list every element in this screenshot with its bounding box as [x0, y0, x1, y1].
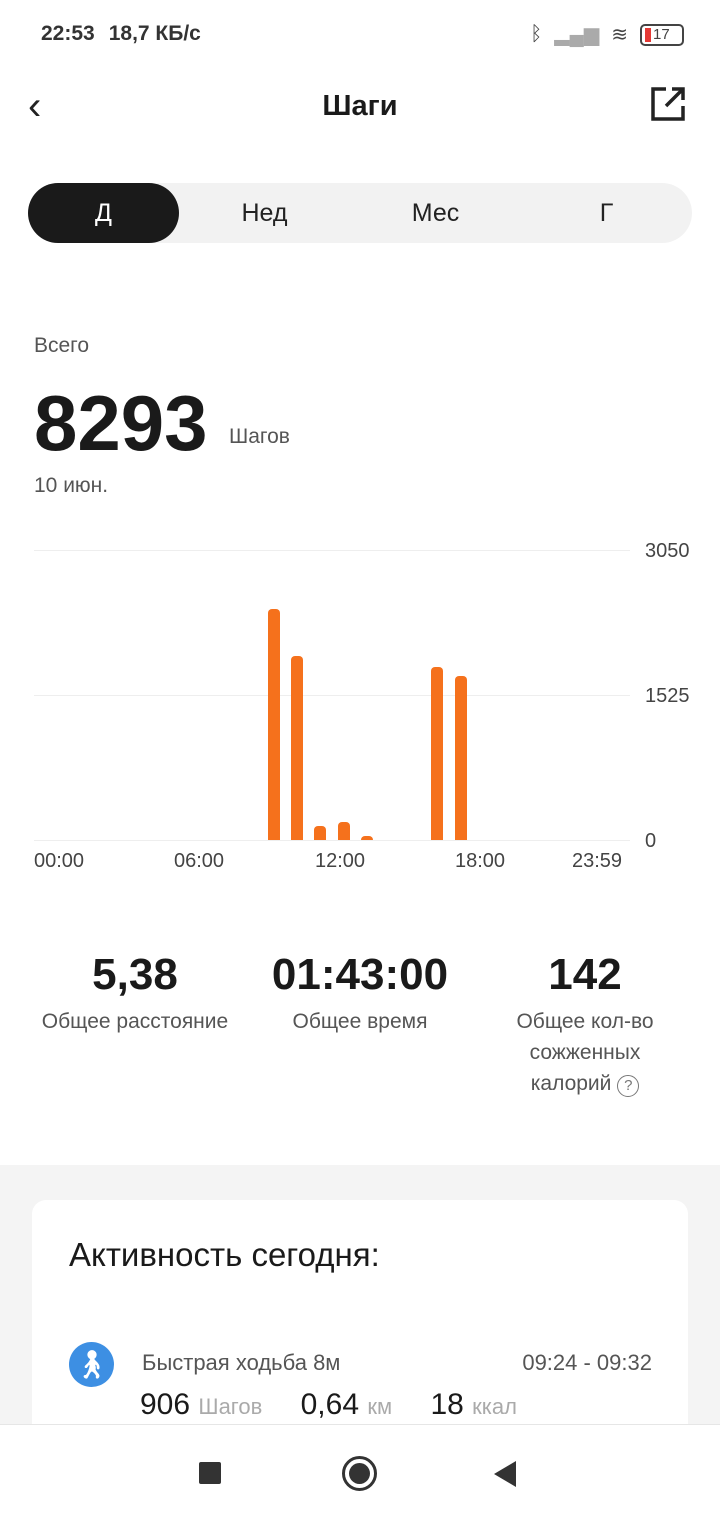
wifi-icon: ≋ — [611, 24, 628, 46]
steps-value: 906 — [140, 1388, 191, 1421]
kcal-value: 18 — [430, 1388, 464, 1421]
chart-bar[interactable] — [337, 821, 350, 840]
chart-bar[interactable] — [431, 667, 444, 840]
x-tick: 18:00 — [455, 850, 506, 872]
walking-icon: 🚶︎ — [69, 1342, 114, 1387]
total-steps: 8293 — [34, 379, 208, 467]
steps-unit: Шагов — [198, 1394, 263, 1419]
date-label: 10 июн. — [34, 474, 109, 497]
activity-title: Активность сегодня: — [69, 1236, 380, 1273]
time-value: 01:43:00 — [271, 950, 449, 999]
signal-icon: ▂▄▆ — [554, 24, 600, 46]
system-nav-bar — [0, 1424, 720, 1520]
tab-year[interactable]: Г — [599, 198, 614, 227]
page-title: Шаги — [322, 90, 398, 122]
recents-button[interactable] — [199, 1462, 221, 1484]
x-tick: 23:59 — [572, 850, 623, 872]
tab-day[interactable]: Д — [28, 183, 179, 243]
chart-bar[interactable] — [314, 825, 327, 840]
activity-time: 09:24 - 09:32 — [522, 1350, 652, 1375]
time-label: Общее время — [292, 1010, 428, 1033]
tab-week[interactable]: Нед — [241, 198, 288, 227]
chart-bar[interactable] — [361, 835, 374, 840]
activity-name: Быстрая ходьба 8м — [142, 1350, 341, 1375]
battery-icon: 17 — [640, 23, 684, 46]
distance-unit: км — [367, 1394, 393, 1419]
distance-value: 0,64 — [300, 1388, 360, 1421]
y-tick: 0 — [645, 830, 657, 852]
chart-bar[interactable] — [291, 655, 303, 840]
steps-unit: Шагов — [229, 425, 290, 448]
distance-label: Общее расстояние — [41, 1010, 229, 1033]
stat-calories: 142 Общее кол-во сожженных калорий ? — [465, 950, 705, 1099]
clock: 22:53 — [41, 22, 95, 45]
status-bar: 22:53 18,7 КБ/с — [41, 22, 215, 46]
status-icons: ᛒ ▂▄▆ ≋ 17 — [530, 22, 684, 47]
network-speed: 18,7 КБ/с — [108, 22, 201, 45]
bluetooth-icon: ᛒ — [530, 23, 543, 45]
kcal-unit: ккал — [472, 1394, 517, 1419]
baseline — [34, 840, 630, 841]
battery-level: 17 — [653, 26, 670, 43]
total-label: Всего — [34, 334, 90, 357]
share-icon[interactable] — [650, 86, 686, 122]
activity-item[interactable]: 🚶︎ Быстрая ходьба 8м 09:24 - 09:32 906 Ш… — [32, 1340, 688, 1422]
y-tick: 1525 — [645, 685, 690, 707]
gridline — [34, 550, 630, 551]
activity-metrics: 906 Шагов 0,64 км 18 ккал — [140, 1388, 517, 1422]
stat-distance: 5,38 Общее расстояние — [15, 950, 255, 1037]
stat-time: 01:43:00 Общее время — [240, 950, 480, 1037]
back-button[interactable]: ‹ — [28, 84, 42, 128]
chart-bar[interactable] — [267, 608, 280, 840]
gridline — [34, 695, 630, 696]
back-nav-button[interactable] — [494, 1461, 516, 1487]
x-tick: 06:00 — [174, 850, 225, 872]
distance-value: 5,38 — [92, 950, 178, 999]
calories-value: 142 — [548, 950, 622, 999]
chart-bar[interactable] — [454, 676, 467, 840]
calories-label: Общее кол-во сожженных калорий — [516, 1010, 654, 1095]
y-tick: 3050 — [645, 540, 690, 562]
help-icon[interactable]: ? — [617, 1075, 640, 1097]
activity-card: Активность сегодня: 🚶︎ Быстрая ходьба 8м… — [32, 1200, 688, 1460]
tab-month[interactable]: Мес — [411, 198, 460, 227]
period-tabs: Д Нед Мес Г — [28, 183, 692, 243]
home-button[interactable] — [342, 1456, 377, 1491]
x-tick: 12:00 — [315, 850, 366, 872]
x-tick: 00:00 — [34, 850, 85, 872]
